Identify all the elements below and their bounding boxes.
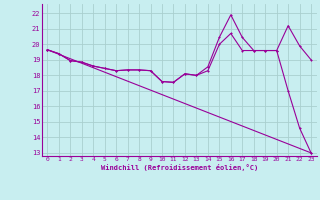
X-axis label: Windchill (Refroidissement éolien,°C): Windchill (Refroidissement éolien,°C)	[100, 164, 258, 171]
